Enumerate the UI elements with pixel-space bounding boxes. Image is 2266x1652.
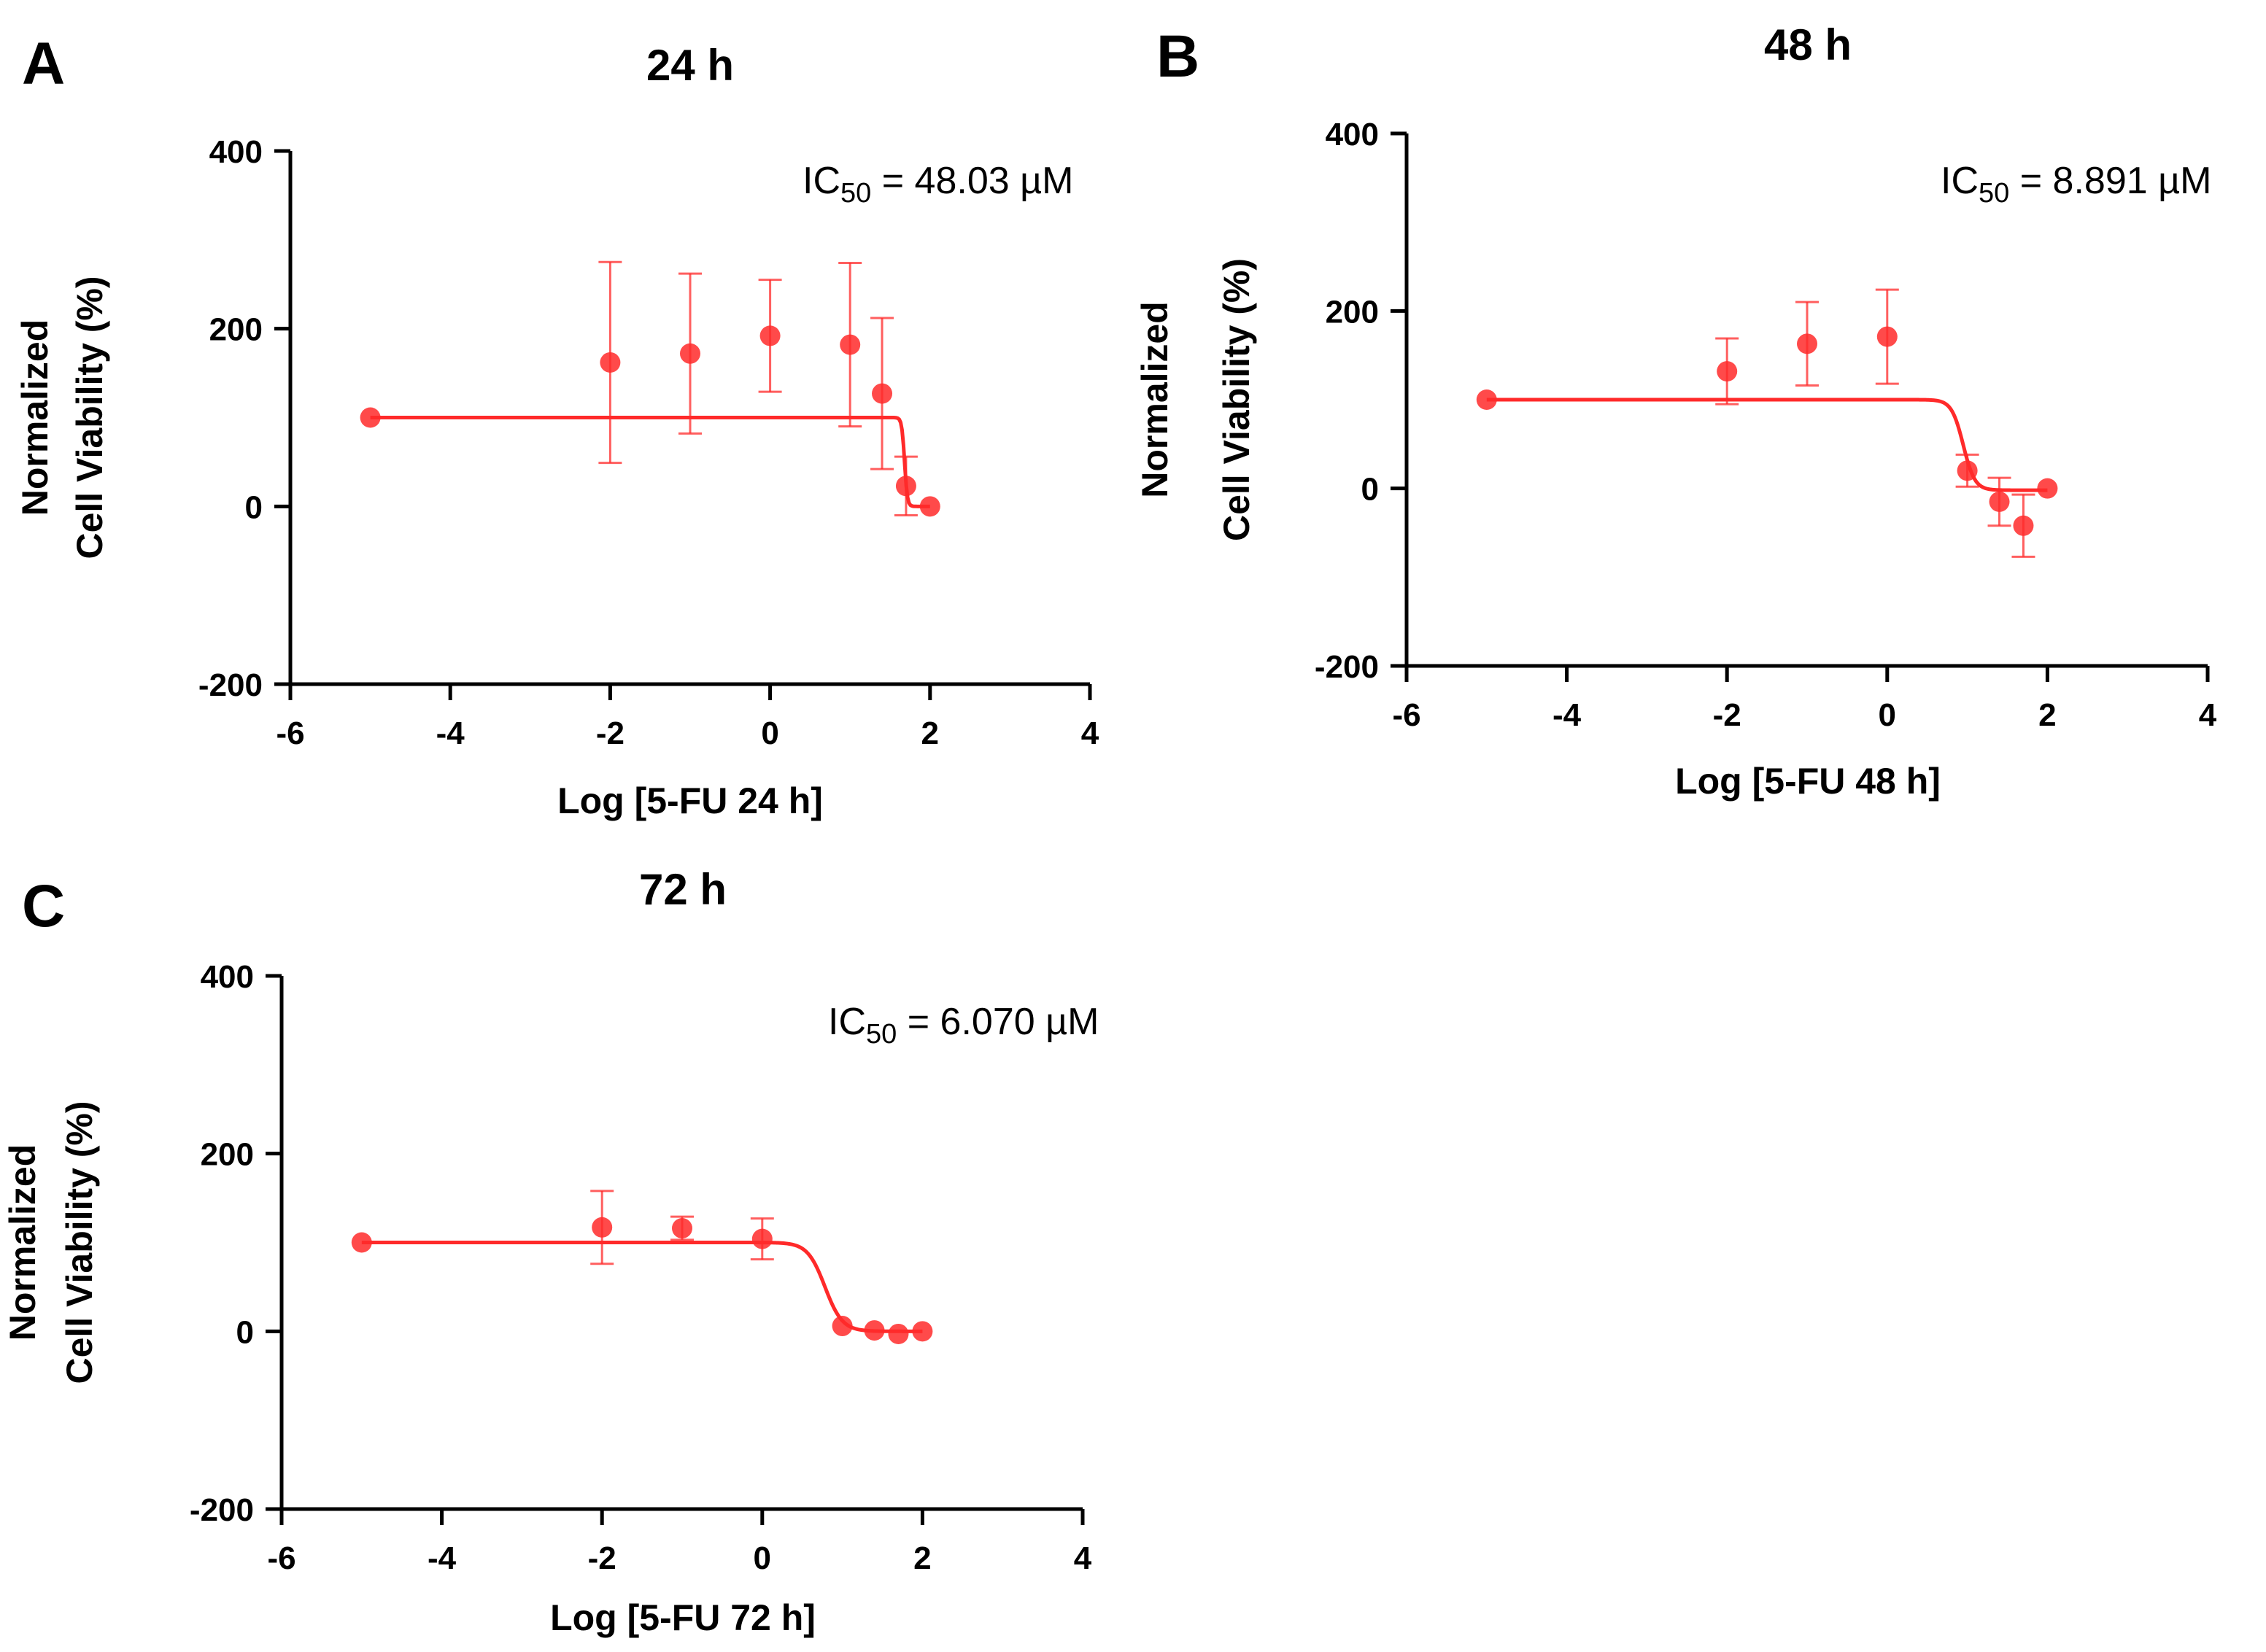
y-tick-label: 200 — [201, 1137, 254, 1173]
fit-curve — [1486, 398, 2048, 492]
data-point — [360, 407, 381, 428]
x-axis-label: Log [5-FU 72 h] — [550, 1597, 816, 1638]
x-tick-label: -2 — [1713, 697, 1741, 733]
fit-curve — [361, 1241, 923, 1333]
data-point — [919, 496, 940, 517]
data-point — [872, 383, 893, 404]
x-tick-label: 0 — [1879, 697, 1896, 733]
ic50-value: = 6.070 µM — [897, 1001, 1099, 1043]
ic50-prefix: IC — [803, 160, 840, 202]
chart-panel-c: C 72 h -200 0 200 400 -6 -4 -2 0 2 4 Log [5-FU 72 h]… — [2, 865, 1099, 1638]
ic50-prefix: IC — [1941, 160, 1979, 202]
data-point — [600, 352, 621, 373]
data-point — [1989, 491, 2010, 512]
y-tick-label: -200 — [190, 1492, 254, 1528]
data-point — [672, 1218, 692, 1239]
panel-letter: A — [22, 31, 65, 97]
x-tick-label: -2 — [588, 1540, 616, 1576]
data-point — [1876, 326, 1898, 347]
ic50-annotation: IC50 = 6.070 µM — [828, 1001, 1099, 1050]
data-point — [1717, 361, 1738, 382]
data-point — [1957, 460, 1978, 481]
fit-curve — [370, 416, 930, 508]
data-point — [680, 343, 700, 364]
data-point — [840, 334, 861, 355]
chart-panel-b: B 48 h -200 0 200 400 -6 -4 -2 0 2 4 Log [5-FU 48 h]… — [1134, 20, 2217, 802]
data-point — [888, 1323, 909, 1344]
data-point — [895, 476, 916, 497]
y-tick-label: -200 — [198, 667, 263, 703]
ic50-annotation: IC50 = 8.891 µM — [1941, 160, 2211, 209]
y-tick-label: 0 — [1361, 472, 1379, 508]
ic50-subscript: 50 — [866, 1019, 897, 1050]
panel-letter: B — [1156, 23, 1199, 90]
ic50-prefix: IC — [828, 1001, 866, 1043]
data-point — [351, 1232, 372, 1253]
ic50-subscript: 50 — [1979, 178, 2009, 209]
x-tick-label: 2 — [2038, 697, 2056, 733]
chart-title: 48 h — [1764, 20, 1852, 69]
data-point — [864, 1320, 885, 1341]
y-tick-label: 0 — [236, 1314, 254, 1350]
data-point — [912, 1321, 933, 1342]
data-point — [2013, 515, 2034, 536]
chart-panel-a: A 24 h -200 0 200 400 -6 -4 -2 0 2 4 Log [5-FU 24 h]… — [15, 31, 1099, 821]
x-tick-label: -6 — [1392, 697, 1420, 733]
y-axis-label-line1: Normalized — [2, 1144, 43, 1341]
x-axis-label: Log [5-FU 24 h] — [557, 780, 823, 821]
y-axis-label-line2: Cell Viability (%) — [59, 1101, 100, 1384]
y-tick-label: 200 — [1326, 294, 1379, 330]
y-axis-label-line1: Normalized — [15, 319, 55, 516]
y-tick-label: 0 — [245, 489, 263, 525]
x-tick-label: -4 — [1552, 697, 1582, 733]
x-tick-label: 0 — [754, 1540, 771, 1576]
data-point — [751, 1228, 773, 1249]
chart-title: 72 h — [639, 865, 727, 914]
data-point — [1797, 333, 1817, 354]
x-tick-label: -4 — [436, 716, 465, 751]
x-tick-label: -6 — [267, 1540, 295, 1576]
x-tick-label: 0 — [761, 716, 778, 751]
x-tick-label: 4 — [2199, 697, 2217, 733]
x-tick-label: 4 — [1081, 716, 1099, 751]
x-tick-label: -2 — [596, 716, 624, 751]
data-point — [759, 325, 781, 346]
data-point — [832, 1316, 853, 1337]
y-tick-label: 400 — [209, 134, 263, 170]
y-tick-label: 200 — [209, 312, 263, 348]
y-axis-label-line1: Normalized — [1134, 301, 1175, 498]
ic50-value: = 48.03 µM — [871, 160, 1073, 202]
x-axis-label: Log [5-FU 48 h] — [1675, 761, 1941, 802]
x-tick-label: 4 — [1074, 1540, 1092, 1576]
y-tick-label: -200 — [1315, 649, 1379, 685]
y-axis-label-line2: Cell Viability (%) — [1216, 258, 1257, 541]
ic50-subscript: 50 — [840, 178, 871, 209]
y-axis-label-line2: Cell Viability (%) — [69, 276, 110, 559]
panel-letter: C — [22, 873, 65, 939]
x-tick-label: -4 — [428, 1540, 457, 1576]
data-point — [592, 1217, 613, 1238]
ic50-annotation: IC50 = 48.03 µM — [803, 160, 1073, 209]
x-tick-label: -6 — [276, 716, 304, 751]
data-point — [1476, 389, 1497, 410]
x-tick-label: 2 — [913, 1540, 931, 1576]
x-tick-label: 2 — [921, 716, 939, 751]
data-point — [2037, 478, 2058, 499]
y-tick-label: 400 — [201, 959, 254, 995]
chart-title: 24 h — [646, 41, 734, 90]
y-tick-label: 400 — [1326, 117, 1379, 152]
ic50-value: = 8.891 µM — [2009, 160, 2211, 202]
